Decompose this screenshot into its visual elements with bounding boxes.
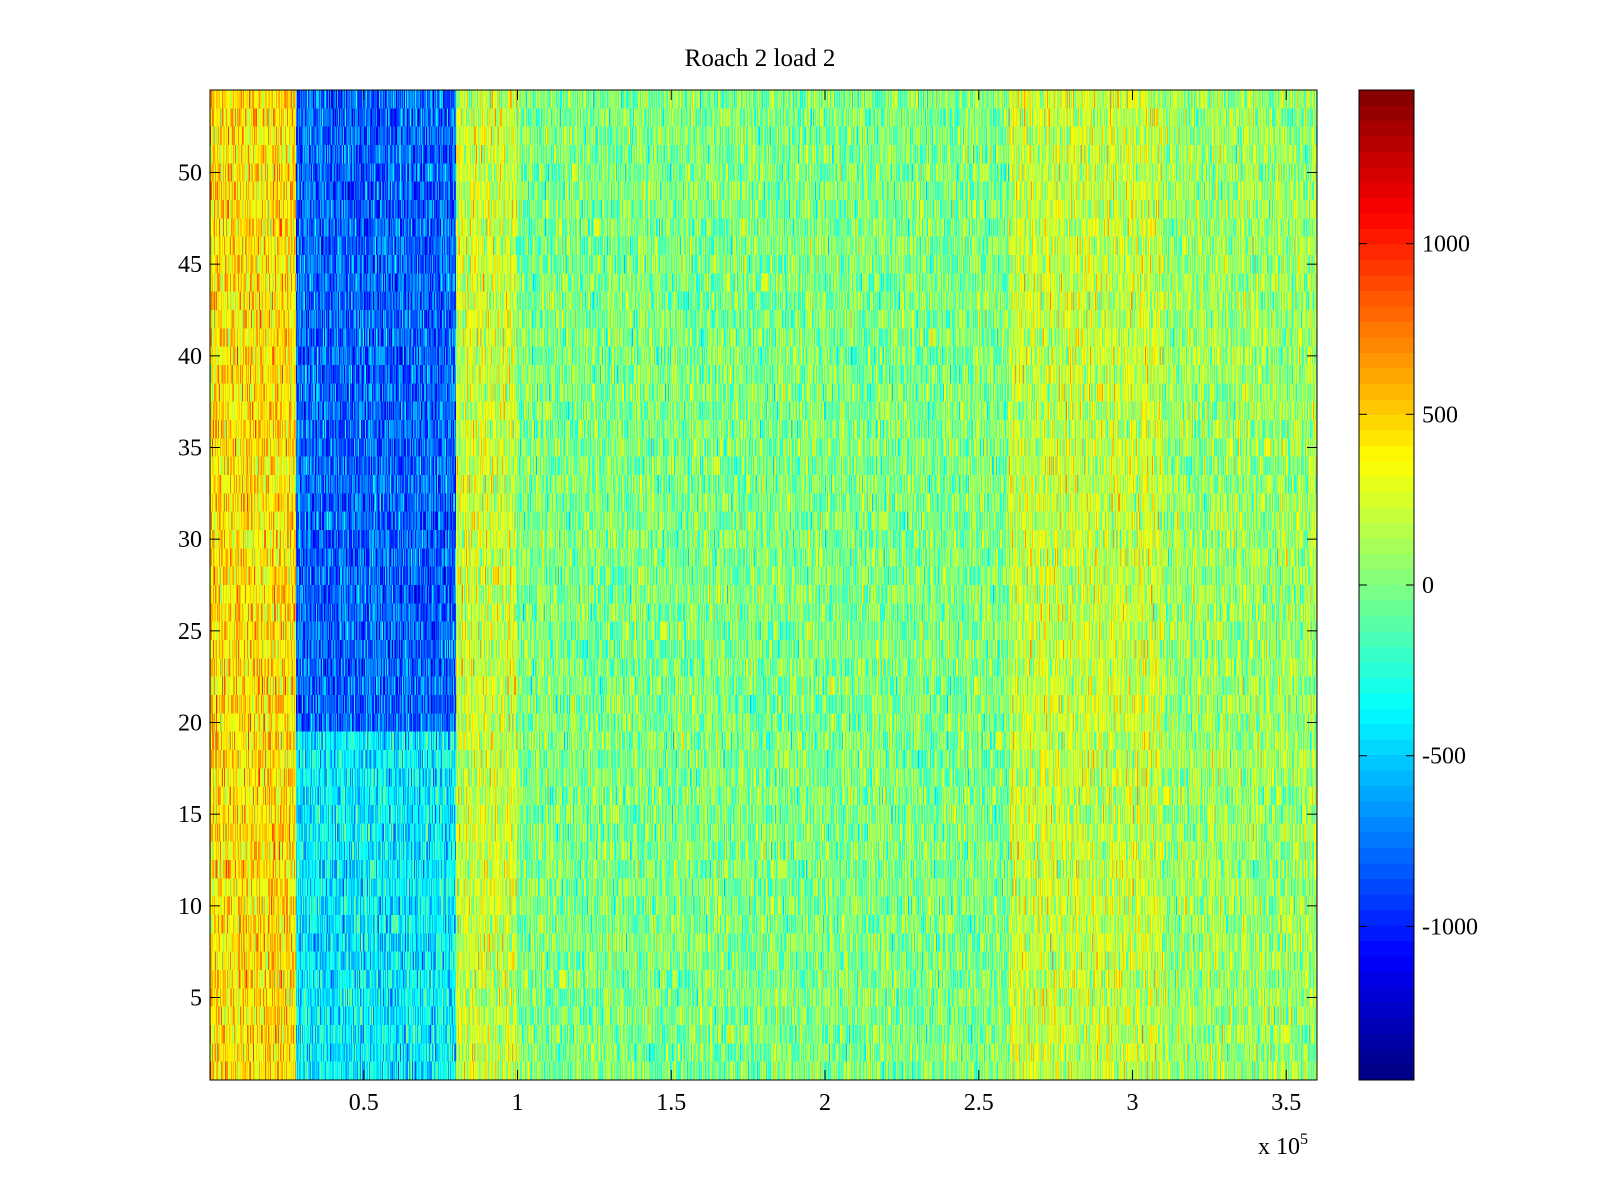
colorbar-tick-label: -500 bbox=[1422, 744, 1466, 770]
colorbar-axis: -1000 -500 0 500 1000 bbox=[1359, 232, 1478, 940]
y-tick-label: 40 bbox=[178, 344, 202, 370]
x-tick-label: 3.5 bbox=[1271, 1090, 1301, 1116]
y-tick-label: 5 bbox=[190, 986, 202, 1012]
colorbar bbox=[1359, 90, 1414, 1080]
x-tick-label: 1 bbox=[512, 1090, 524, 1116]
x-tick-label: 2.5 bbox=[964, 1090, 994, 1116]
y-tick-label: 45 bbox=[178, 252, 202, 278]
heatmap-image bbox=[210, 90, 1317, 1080]
plot-frame bbox=[209, 89, 1318, 1081]
y-tick-label: 25 bbox=[178, 619, 202, 645]
y-tick-label: 50 bbox=[178, 161, 202, 187]
y-tick-label: 35 bbox=[178, 436, 202, 462]
x-exponent-label: x 105 bbox=[1258, 1131, 1308, 1160]
x-tick-label: 2 bbox=[819, 1090, 831, 1116]
y-tick-label: 15 bbox=[178, 802, 202, 828]
y-axis: 5 10 15 20 25 30 35 40 45 50 bbox=[178, 161, 1317, 1012]
x-tick-label: 0.5 bbox=[349, 1090, 379, 1116]
y-tick-label: 20 bbox=[178, 711, 202, 737]
colorbar-tick-label: 1000 bbox=[1422, 232, 1470, 258]
x-exponent-power: 5 bbox=[1300, 1131, 1308, 1148]
colorbar-tick-label: -1000 bbox=[1422, 914, 1478, 940]
y-tick-label: 10 bbox=[178, 894, 202, 920]
colorbar-tick-label: 500 bbox=[1422, 402, 1458, 428]
y-tick-label: 30 bbox=[178, 527, 202, 553]
x-tick-label: 3 bbox=[1127, 1090, 1139, 1116]
colorbar-tick-label: 0 bbox=[1422, 573, 1434, 599]
x-tick-label: 1.5 bbox=[656, 1090, 686, 1116]
x-axis: 0.5 1 1.5 2 2.5 3 3.5 bbox=[349, 90, 1301, 1116]
chart-title: Roach 2 load 2 bbox=[685, 45, 836, 72]
